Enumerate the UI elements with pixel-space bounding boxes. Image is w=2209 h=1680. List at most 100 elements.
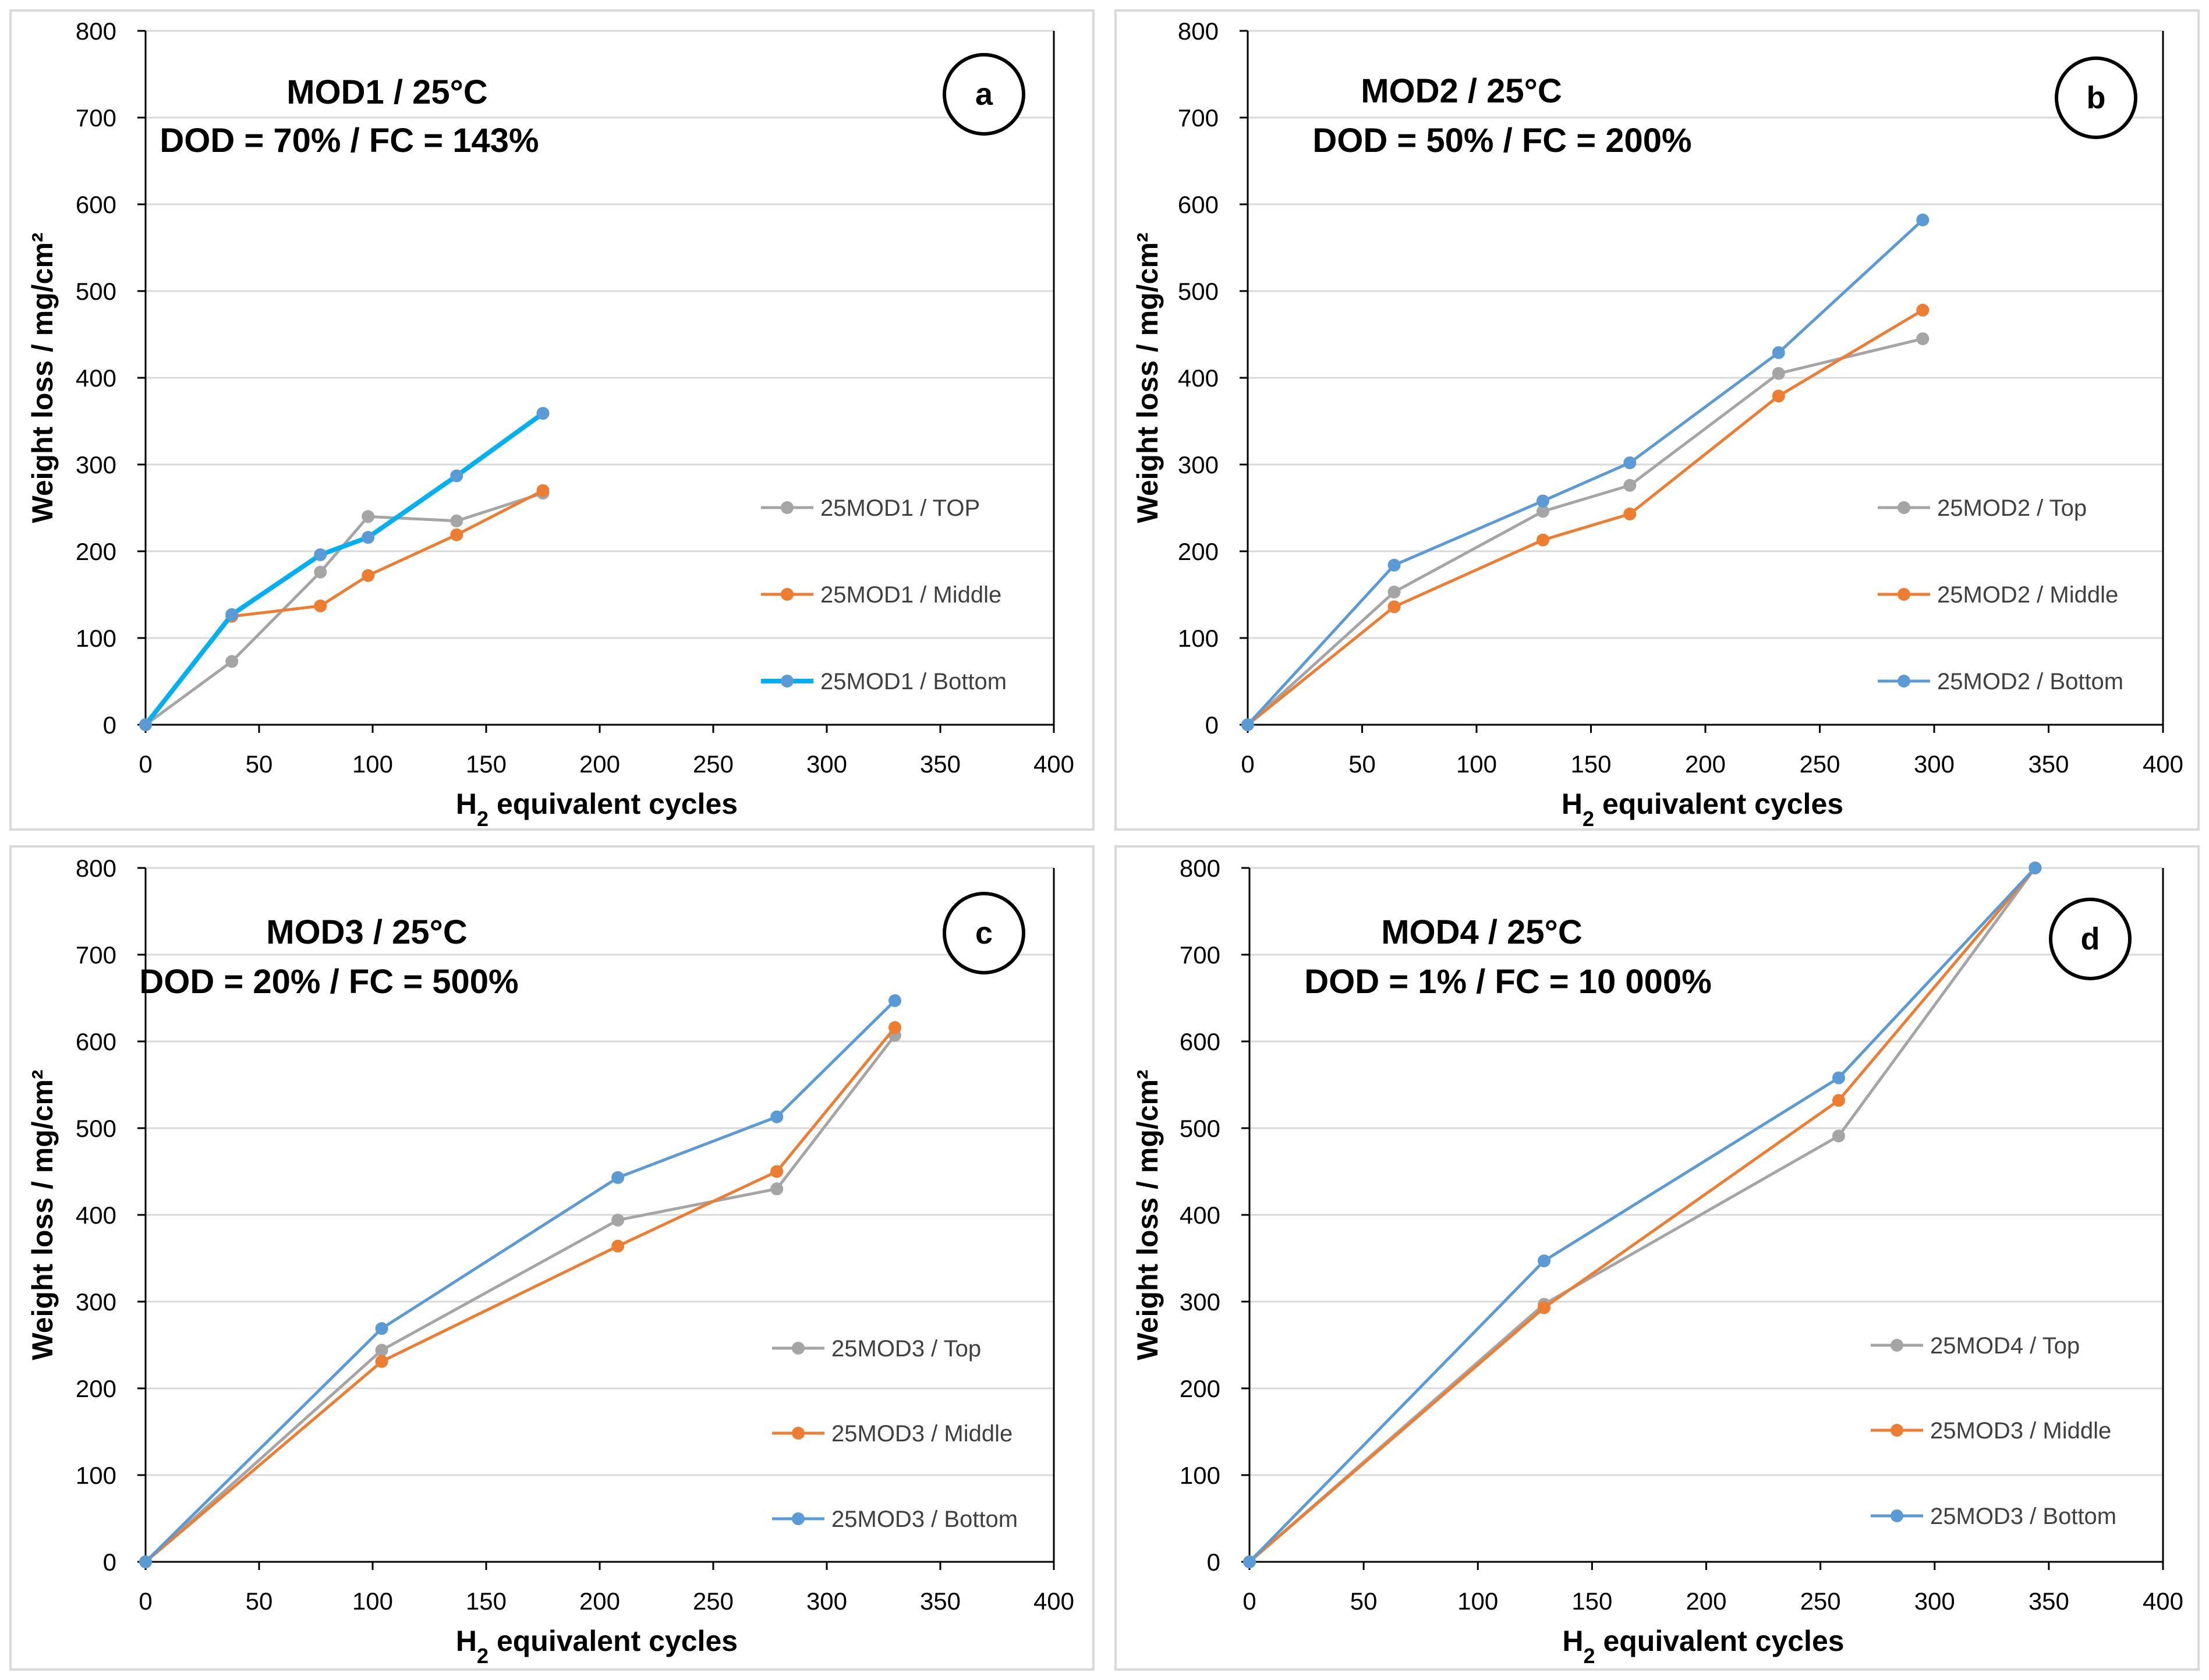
x-tick-label: 150 (466, 750, 507, 778)
y-tick-label: 500 (1178, 278, 1219, 305)
data-point-bottom (1243, 1555, 1256, 1568)
chart-panel-c: 0 100 200 300 400 500 600 700 800 0 50 100 150 200 250… (9, 845, 1095, 1671)
series-line-bottom (143, 411, 544, 726)
x-tick-label: 250 (1800, 1587, 1841, 1615)
panel-frame (1114, 845, 2200, 1671)
data-point-middle (1832, 1094, 1846, 1107)
chart-panel-b: 0 100 200 300 400 500 600 700 800 0 50 100 150 200 250… (1114, 9, 2200, 831)
x-tick-label: 150 (466, 1587, 507, 1615)
legend-entry-top: 25MOD3 / Top (772, 1336, 981, 1362)
data-point-middle (1387, 600, 1401, 614)
data-point-top (375, 1344, 388, 1357)
y-tick-label: 200 (76, 538, 116, 565)
data-point-top (1772, 367, 1785, 380)
y-tick-label: 300 (76, 1288, 116, 1316)
data-point-bottom (139, 1555, 152, 1568)
y-tick-label: 0 (103, 711, 116, 739)
data-point-middle (888, 1021, 901, 1034)
chart-title-line1: MOD4 / 25°C (1381, 913, 1583, 951)
data-point-top (314, 565, 327, 579)
x-tick-label: 400 (2143, 750, 2183, 778)
data-point-bottom (1832, 1071, 1846, 1084)
y-tick-label: 700 (1178, 104, 1219, 132)
panel-label-letter: a (975, 77, 993, 112)
data-point-top (770, 1182, 784, 1196)
y-tick-label: 300 (76, 451, 116, 479)
y-tick-label: 200 (76, 1375, 116, 1402)
data-point-bottom (1241, 718, 1254, 731)
x-tick-label: 350 (920, 750, 961, 778)
chart-title-line2: DOD = 1% / FC = 10 000% (1304, 963, 1712, 1001)
legend-label-top: 25MOD1 / TOP (820, 495, 980, 521)
data-point-middle (450, 528, 463, 541)
y-tick-label: 400 (76, 1201, 116, 1229)
legend-marker-bottom (781, 675, 794, 687)
y-tick-label: 500 (76, 278, 116, 305)
legend-marker-bottom (1898, 675, 1910, 687)
x-tick-label: 100 (352, 750, 393, 778)
x-tick-label: 0 (1241, 750, 1254, 778)
y-tick-label: 0 (1207, 1548, 1220, 1576)
y-axis-label: Weight loss / mg/cm² (26, 1069, 59, 1360)
data-point-bottom (611, 1171, 625, 1184)
x-tick-label: 300 (1914, 750, 1955, 778)
y-tick-label: 100 (1180, 1462, 1220, 1489)
data-point-top (1916, 332, 1930, 345)
data-point-middle (362, 569, 375, 582)
legend-label-bottom: 25MOD1 / Bottom (820, 669, 1007, 694)
series-top (1241, 332, 1930, 731)
data-point-middle (1538, 1301, 1551, 1314)
data-point-middle (314, 599, 327, 612)
x-tick-label: 50 (1348, 750, 1376, 778)
x-tick-label: 0 (139, 1587, 152, 1615)
x-axis-label: H2 equivalent cycles (1562, 788, 1843, 831)
panel-label-circle (943, 53, 1025, 136)
x-tick-label: 350 (2029, 1587, 2069, 1615)
legend-entry-bottom: 25MOD1 / Bottom (761, 669, 1007, 694)
data-point-bottom (1387, 558, 1401, 572)
legend-label-top: 25MOD4 / Top (1930, 1333, 2080, 1359)
x-tick-label: 100 (1456, 750, 1497, 778)
y-tick-label: 500 (76, 1115, 116, 1142)
series-line-middle (1247, 309, 1924, 726)
y-tick-label: 700 (76, 941, 116, 969)
y-tick-label: 800 (76, 855, 116, 882)
data-point-top (1832, 1129, 1846, 1143)
data-point-middle (1536, 533, 1549, 547)
y-tick-label: 100 (76, 1462, 116, 1489)
y-tick-label: 300 (1180, 1288, 1220, 1316)
data-point-bottom (888, 994, 901, 1007)
x-tick-label: 150 (1570, 750, 1611, 778)
y-tick-label: 800 (1178, 17, 1219, 45)
legend-label-middle: 25MOD3 / Middle (1930, 1418, 2111, 1444)
chart-title-line2: DOD = 50% / FC = 200% (1312, 122, 1691, 160)
panel-frame (1114, 9, 2200, 831)
legend-entry-top: 25MOD2 / Top (1878, 495, 2087, 521)
x-tick-label: 300 (806, 1587, 847, 1615)
y-tick-label: 800 (76, 17, 116, 45)
y-tick-label: 100 (76, 625, 116, 652)
y-axis-label: Weight loss / mg/cm² (1131, 232, 1164, 523)
legend-label-middle: 25MOD2 / Middle (1937, 582, 2118, 608)
y-tick-label: 800 (1180, 855, 1220, 882)
y-tick-label: 700 (76, 104, 116, 132)
data-point-top (362, 510, 375, 523)
x-tick-label: 0 (1242, 1587, 1256, 1615)
x-tick-label: 300 (806, 750, 847, 778)
data-point-middle (611, 1239, 625, 1253)
legend-entry-middle: 25MOD1 / Middle (761, 582, 1001, 608)
chart-title-line2: DOD = 20% / FC = 500% (139, 963, 518, 1001)
data-point-top (1623, 479, 1637, 492)
data-point-top (450, 514, 463, 527)
y-tick-label: 100 (1178, 625, 1219, 652)
x-tick-label: 350 (920, 1587, 961, 1615)
x-tick-label: 200 (579, 750, 620, 778)
legend-marker-middle (792, 1427, 805, 1440)
data-point-bottom (450, 469, 463, 483)
x-axis-label: H2 equivalent cycles (456, 1625, 738, 1668)
series-bottom (139, 994, 901, 1568)
data-point-top (1536, 505, 1549, 518)
x-axis-label: H2 equivalent cycles (1562, 1625, 1844, 1668)
data-point-middle (1772, 389, 1785, 403)
data-point-bottom (536, 407, 550, 420)
